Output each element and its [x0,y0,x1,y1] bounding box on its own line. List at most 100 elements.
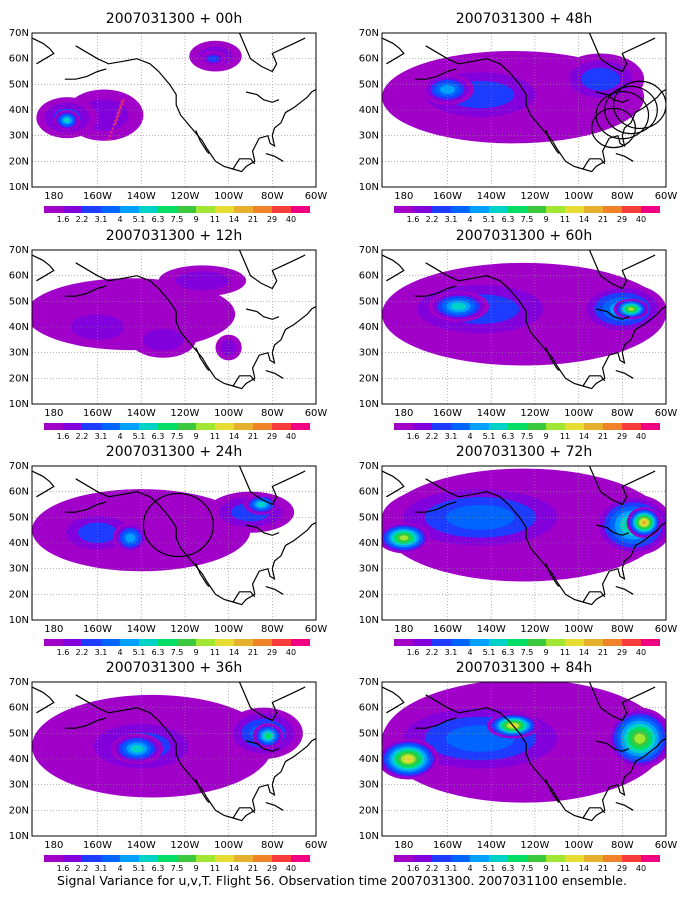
variance-contour [125,533,136,543]
coastline [582,158,606,170]
lat-tick-label: 40N [359,538,379,549]
colorbar: 1.6 2.2 3.1 4 5.1 6.3 7.5 9 11 14 21 29 40 [394,423,660,441]
colorbar-label: 40 [286,864,296,873]
colorbar-swatch [120,639,139,646]
colorbar-swatch [432,206,451,213]
colorbar-label: 21 [598,864,608,873]
colorbar-swatch [272,423,291,430]
colorbar-swatch [177,206,196,213]
lon-tick-label: 80W [611,191,634,202]
lon-tick-label: 60W [655,624,678,635]
colorbar-swatch [603,423,622,430]
map-area [382,250,666,404]
colorbar-swatch [196,639,215,646]
coastline [195,130,210,154]
colorbar-swatch [451,639,470,646]
variance-contour [451,302,466,311]
colorbar-swatch [272,639,291,646]
colorbar-label: 2.2 [426,432,439,441]
colorbar-label: 4 [467,432,472,441]
lon-tick-label: 80W [611,840,634,851]
colorbar-label: 14 [229,432,239,441]
lat-tick-label: 50N [359,296,379,307]
colorbar: 1.6 2.2 3.1 4 5.1 6.3 7.5 9 11 14 21 29 40 [44,423,310,441]
coastline [64,285,107,297]
colorbar-swatch [44,855,63,862]
colorbar-label: 3.1 [445,215,458,224]
colorbar-label: 5.1 [483,432,496,441]
colorbar-swatch [546,639,565,646]
lon-tick-label: 100W [564,408,593,419]
lon-tick-label: 100W [564,191,593,202]
map-frame [381,681,667,837]
panel-title: 2007031300 + 84h [456,660,592,676]
colorbar-swatch [546,206,565,213]
colorbar-swatch [565,639,584,646]
lat-tick-label: 60N [359,487,379,498]
colorbar-label: 11 [560,215,570,224]
flight-track [107,98,125,142]
colorbar: 1.6 2.2 3.1 4 5.1 6.3 7.5 9 11 14 21 29 40 [44,206,310,224]
colorbar-swatch [253,423,272,430]
map-frame [31,249,317,405]
colorbar-label: 29 [267,648,277,657]
coastline [32,686,55,714]
colorbar-label: 4 [117,215,122,224]
coastline [414,717,457,729]
lon-tick-label: 120W [170,840,199,851]
colorbar-swatch [215,423,234,430]
colorbar-label: 21 [598,432,608,441]
map-area [382,33,666,187]
coastline [588,250,656,290]
lat-tick-label: 10N [359,615,379,626]
coastline [595,308,630,320]
map-area [32,33,316,187]
colorbar-swatch [508,855,527,862]
colorbar-swatch [196,206,215,213]
colorbar-label: 2.2 [426,648,439,657]
colorbar-label: 7.5 [521,432,534,441]
coastline [582,807,606,819]
colorbar-label: 14 [579,648,589,657]
colorbar-label: 1.6 [57,648,70,657]
colorbar-swatch [527,855,546,862]
lon-tick-label: 120W [520,624,549,635]
colorbar-swatch [622,206,641,213]
colorbar-swatch [253,855,272,862]
panel-title: 2007031300 + 24h [106,444,242,460]
colorbar-swatch [451,423,470,430]
colorbar-swatch [234,855,253,862]
colorbar-swatch [63,639,82,646]
coastline [238,33,306,73]
colorbar-swatch [641,639,660,646]
colorbar-label: 1.6 [407,432,420,441]
colorbar-swatch [63,206,82,213]
colorbar-label: 14 [579,215,589,224]
colorbar-swatch [470,855,489,862]
colorbar-label: 2.2 [426,215,439,224]
colorbar-swatch [177,639,196,646]
colorbar-label: 3.1 [95,432,108,441]
colorbar-label: 9 [543,215,548,224]
colorbar-swatch [120,423,139,430]
panel-title: 2007031300 + 12h [106,228,242,244]
coastline [588,466,656,506]
panel-title: 2007031300 + 60h [456,228,592,244]
colorbar-swatch [603,206,622,213]
panel-title: 2007031300 + 00h [106,11,242,27]
colorbar-label: 21 [598,215,608,224]
colorbar-swatch [641,423,660,430]
colorbar-swatch [489,423,508,430]
colorbar-label: 6.3 [502,864,515,873]
colorbar-swatch [413,639,432,646]
colorbar-label: 11 [210,864,220,873]
coastline [195,563,210,587]
colorbar-label: 9 [543,648,548,657]
colorbar-label: 29 [617,215,627,224]
lat-tick-label: 40N [9,105,29,116]
colorbar-swatch [291,639,310,646]
lat-tick-label: 40N [359,322,379,333]
colorbar-label: 3.1 [95,215,108,224]
colorbar-swatch [196,855,215,862]
colorbar-label: 29 [617,432,627,441]
